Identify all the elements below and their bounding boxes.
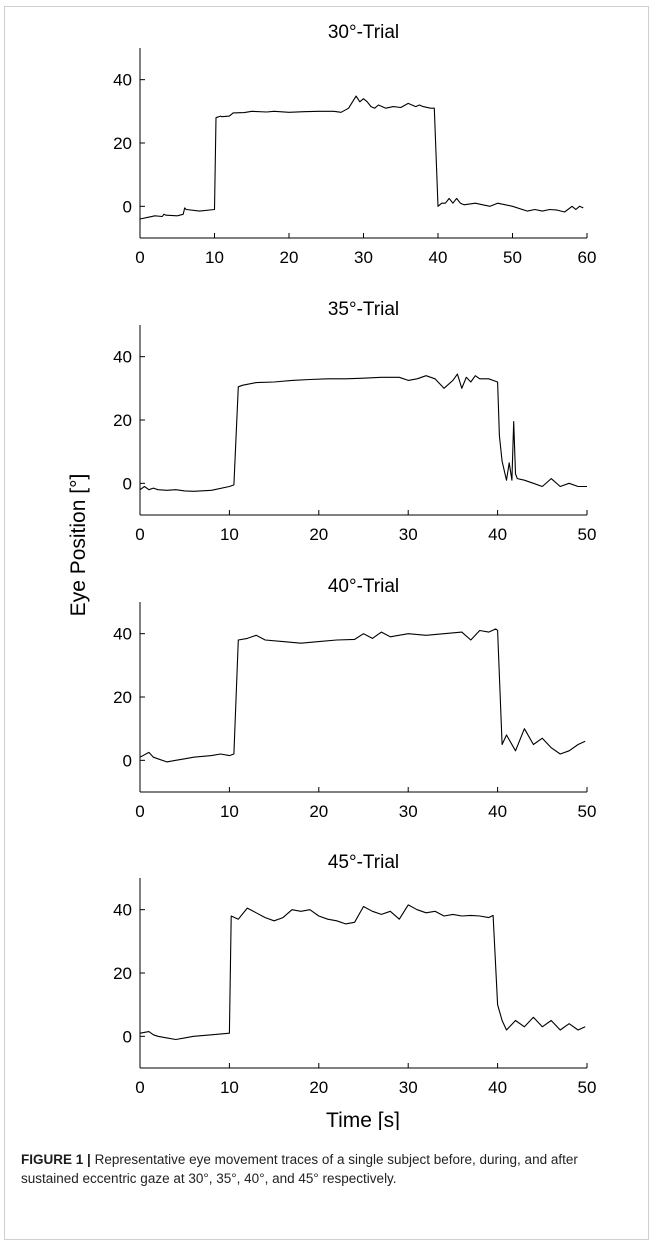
- caption-label: FIGURE 1: [21, 1152, 84, 1167]
- x-tick-label: 30: [354, 248, 373, 267]
- x-tick-label: 30: [399, 802, 418, 821]
- y-tick-label: 0: [123, 751, 132, 770]
- figure-plot-area: Eye Position [°] Time [s] 30°-Trial02040…: [67, 22, 596, 1130]
- x-tick-label: 0: [135, 802, 144, 821]
- x-axis-label: Time [s]: [326, 1109, 400, 1130]
- y-axis-label: Eye Position [°]: [67, 474, 90, 617]
- x-tick-label: 10: [205, 248, 224, 267]
- caption-text: Representative eye movement traces of a …: [21, 1152, 578, 1186]
- y-tick-label: 20: [113, 411, 132, 430]
- eye-position-trace: [139, 373, 587, 492]
- x-tick-label: 40: [488, 1078, 507, 1097]
- y-tick-label: 20: [113, 964, 132, 983]
- caption-separator: |: [87, 1152, 91, 1167]
- chart-title: 40°-Trial: [328, 576, 399, 597]
- x-tick-label: 40: [488, 525, 507, 544]
- x-tick-label: 10: [220, 802, 239, 821]
- y-tick-label: 40: [113, 348, 132, 367]
- x-tick-label: 50: [578, 1078, 597, 1097]
- chart-title: 30°-Trial: [328, 22, 399, 43]
- x-tick-label: 40: [429, 248, 448, 267]
- chart-panel-3: 40°-Trial 0 20 40 0 10 20 30 40 50: [113, 576, 596, 821]
- x-tick-label: 50: [578, 525, 597, 544]
- x-tick-label: 60: [578, 248, 597, 267]
- y-tick-label: 0: [123, 1027, 132, 1046]
- x-tick-label: 50: [578, 802, 597, 821]
- x-tick-label: 30: [399, 1078, 418, 1097]
- x-tick-label: 0: [135, 248, 144, 267]
- eye-position-trace: [139, 95, 584, 220]
- chart-title: 45°-Trial: [328, 852, 399, 873]
- x-tick-label: 20: [309, 525, 328, 544]
- y-tick-label: 0: [123, 197, 132, 216]
- eye-position-trace: [139, 628, 586, 763]
- eye-position-trace: [139, 904, 586, 1041]
- chart-panel-1: 30°-Trial 0 20 40 0 10 20 30 40 50 60: [113, 22, 596, 267]
- y-tick-label: 20: [113, 688, 132, 707]
- x-tick-label: 10: [220, 1078, 239, 1097]
- y-tick-label: 40: [113, 901, 132, 920]
- x-tick-label: 20: [280, 248, 299, 267]
- x-tick-label: 20: [309, 1078, 328, 1097]
- chart-panel-4: 45°-Trial 0 20 40 0 10 20 30 40 50: [113, 852, 596, 1097]
- chart-title: 35°-Trial: [328, 299, 399, 320]
- y-tick-label: 40: [113, 625, 132, 644]
- x-tick-label: 40: [488, 802, 507, 821]
- x-tick-label: 10: [220, 525, 239, 544]
- figure-frame: [4, 6, 649, 1240]
- y-tick-label: 40: [113, 71, 132, 90]
- x-tick-label: 30: [399, 525, 418, 544]
- figure-caption: FIGURE 1 | Representative eye movement t…: [21, 1150, 631, 1188]
- x-tick-label: 50: [503, 248, 522, 267]
- x-tick-label: 0: [135, 1078, 144, 1097]
- y-tick-label: 0: [123, 474, 132, 493]
- x-tick-label: 0: [135, 525, 144, 544]
- chart-panel-2: 35°-Trial 0 20 40 0 10 20 30 40 50: [113, 299, 596, 544]
- x-tick-label: 20: [309, 802, 328, 821]
- y-tick-label: 20: [113, 134, 132, 153]
